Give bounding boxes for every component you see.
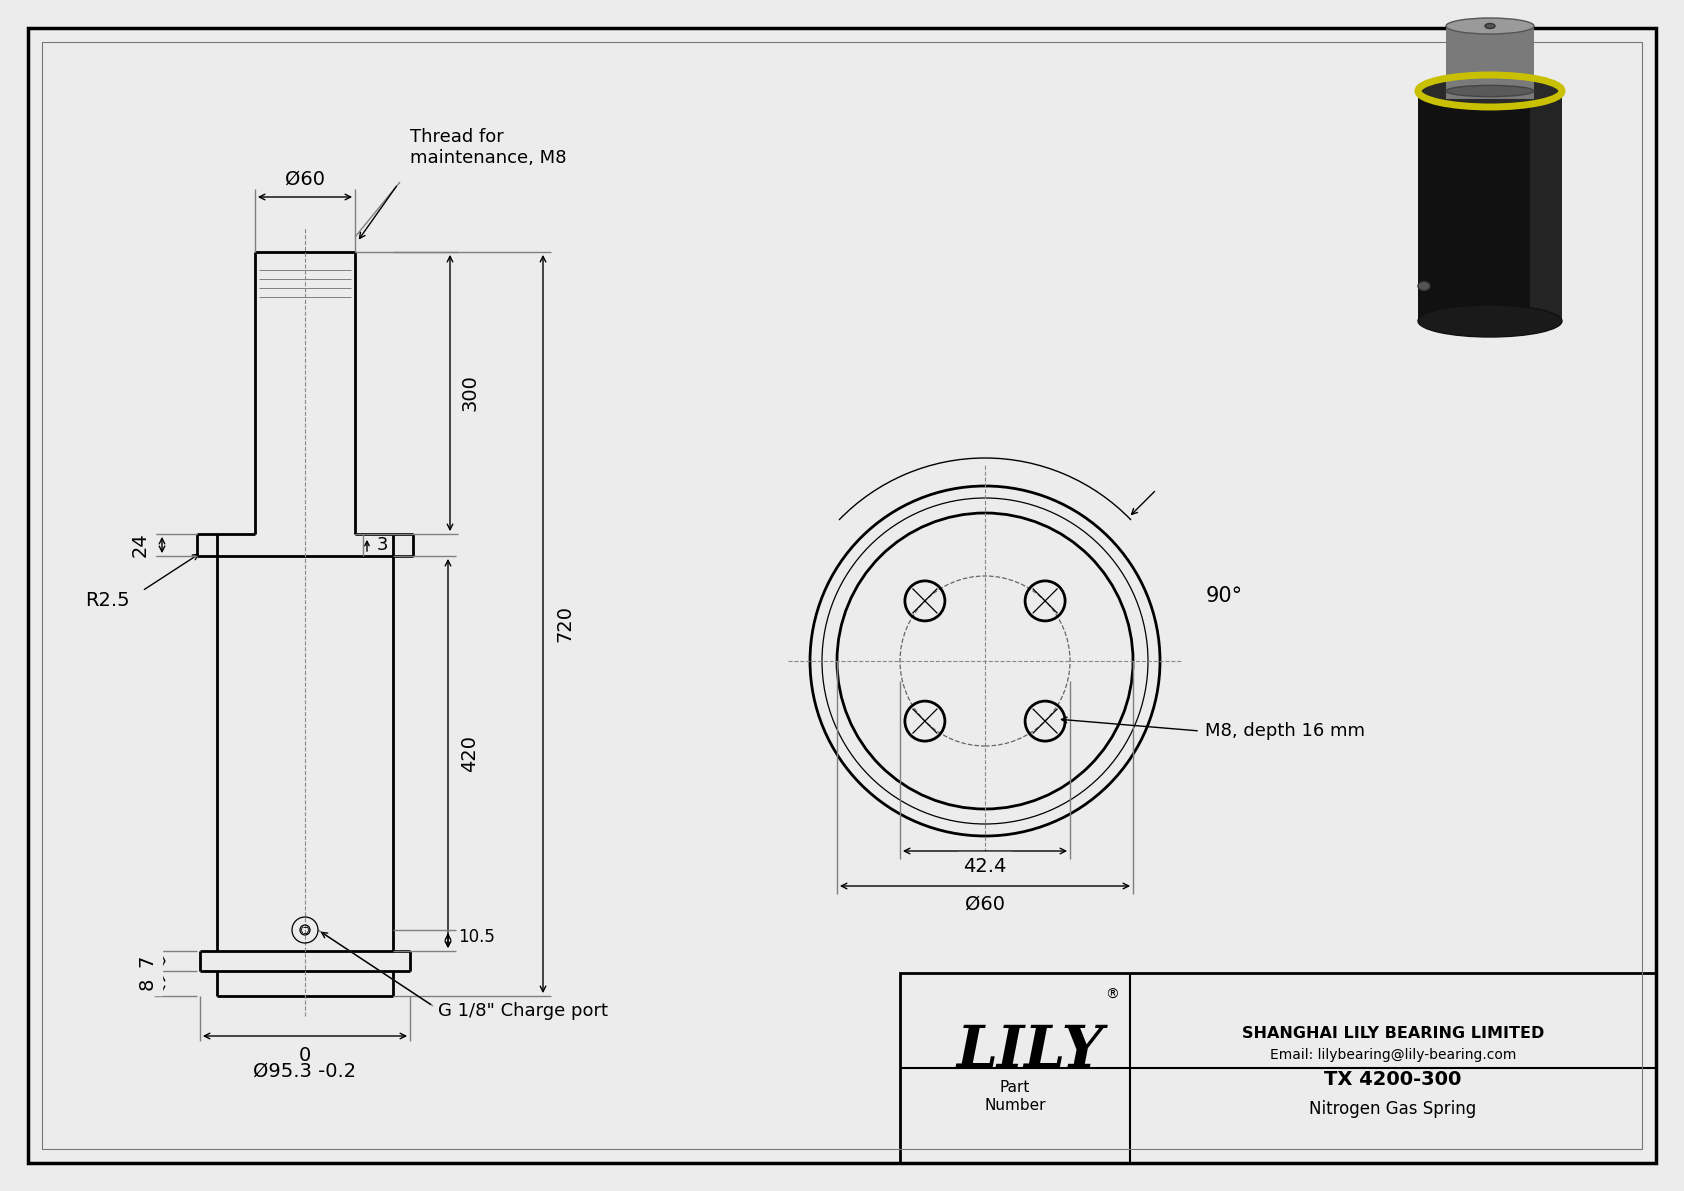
Text: 720: 720 <box>556 605 574 642</box>
Text: Part
Number: Part Number <box>983 1080 1046 1112</box>
Ellipse shape <box>1447 86 1534 96</box>
Text: R2.5: R2.5 <box>84 592 130 611</box>
Text: 3: 3 <box>377 536 389 554</box>
Text: 8: 8 <box>138 978 157 990</box>
Text: TX 4200-300: TX 4200-300 <box>1324 1070 1462 1089</box>
Text: 7: 7 <box>138 955 157 967</box>
Bar <box>1447 26 1534 99</box>
Text: 0: 0 <box>298 1046 312 1065</box>
Bar <box>899 973 1655 1162</box>
Ellipse shape <box>1418 281 1430 291</box>
Text: Email: lilybearing@lily-bearing.com: Email: lilybearing@lily-bearing.com <box>1270 1048 1516 1062</box>
Text: 42.4: 42.4 <box>963 858 1007 877</box>
Ellipse shape <box>1418 305 1563 337</box>
Ellipse shape <box>1447 18 1534 35</box>
Text: M8, depth 16 mm: M8, depth 16 mm <box>1206 722 1366 740</box>
Text: 10.5: 10.5 <box>458 928 495 946</box>
Text: Ø60: Ø60 <box>285 169 325 188</box>
Text: 24: 24 <box>130 532 150 557</box>
Text: Nitrogen Gas Spring: Nitrogen Gas Spring <box>1310 1100 1477 1118</box>
Text: Ø95.3 -0.2: Ø95.3 -0.2 <box>253 1062 357 1081</box>
Text: Thread for
maintenance, M8: Thread for maintenance, M8 <box>409 129 566 167</box>
Bar <box>1418 91 1563 322</box>
Text: SHANGHAI LILY BEARING LIMITED: SHANGHAI LILY BEARING LIMITED <box>1241 1025 1544 1041</box>
Text: Ø60: Ø60 <box>965 894 1005 913</box>
Text: G 1/8" Charge port: G 1/8" Charge port <box>438 1002 608 1019</box>
Text: 300: 300 <box>460 374 480 411</box>
Text: 90°: 90° <box>1206 586 1243 606</box>
Text: LILY: LILY <box>957 1023 1103 1079</box>
Text: ®: ® <box>1105 989 1118 1002</box>
Ellipse shape <box>1485 24 1495 29</box>
Text: 420: 420 <box>460 735 480 772</box>
Ellipse shape <box>1418 75 1563 107</box>
Bar <box>1529 91 1563 322</box>
